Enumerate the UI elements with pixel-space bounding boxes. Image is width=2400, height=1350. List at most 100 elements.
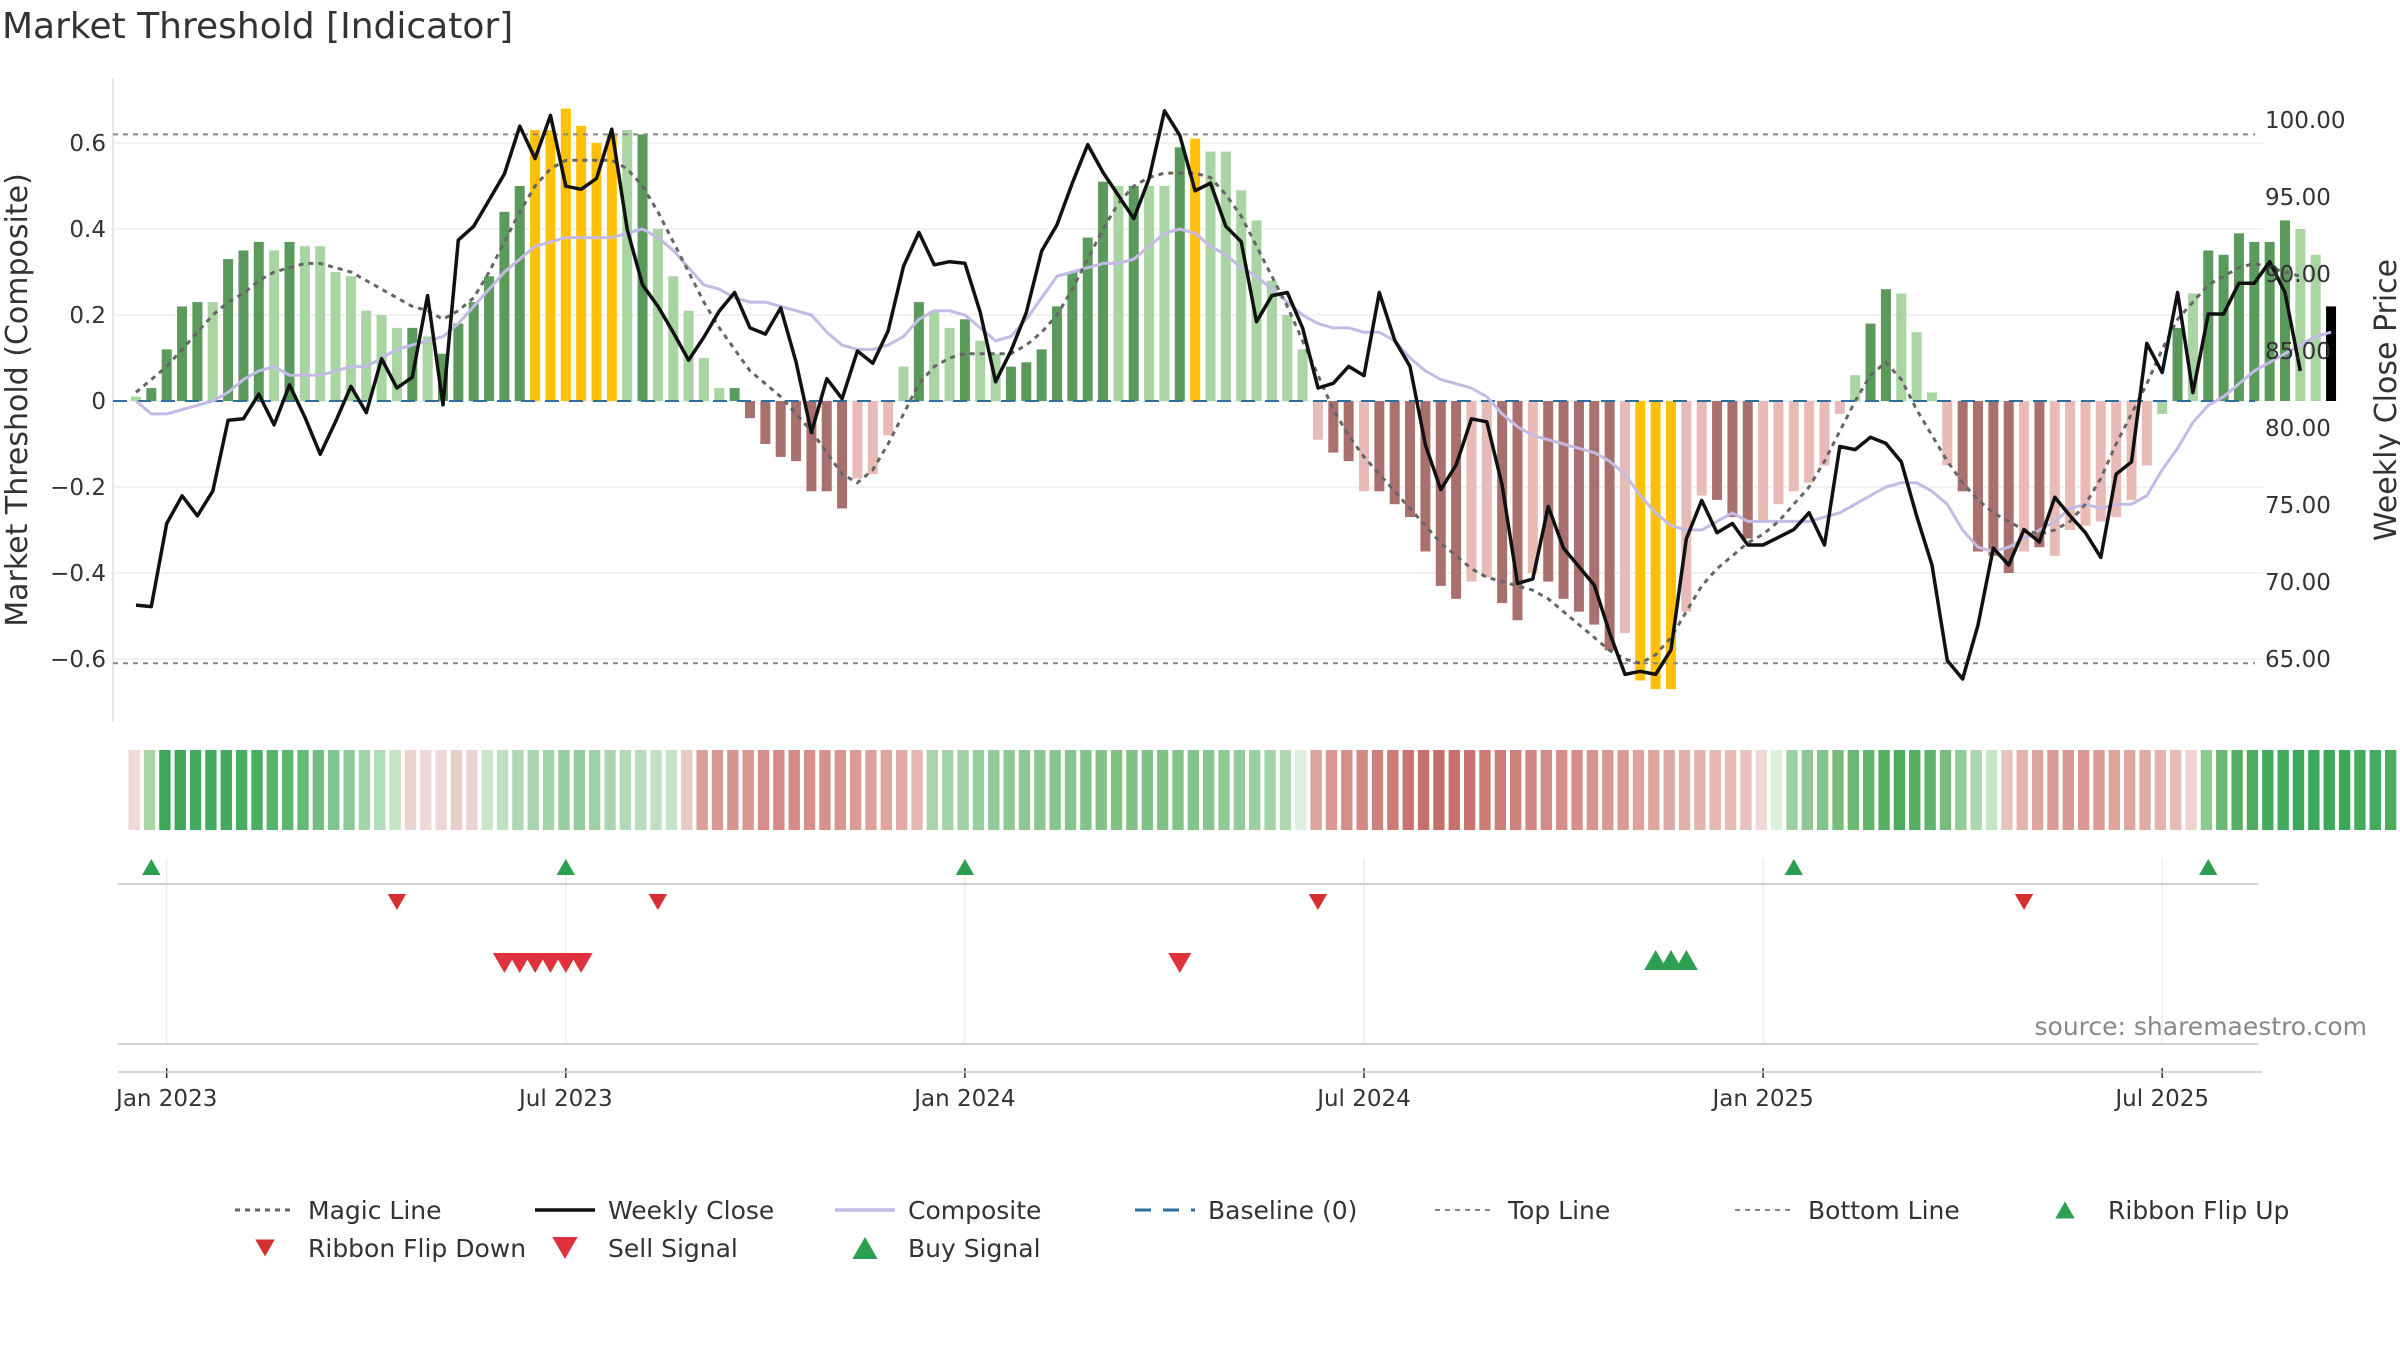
ribbon-cell xyxy=(143,750,156,830)
composite-bar xyxy=(1727,401,1738,518)
composite-bar xyxy=(913,302,924,401)
composite-bar xyxy=(668,276,679,401)
buy-signal-marker xyxy=(1674,950,1698,970)
ribbon-cell xyxy=(1110,750,1123,830)
ribbon-cell xyxy=(957,750,969,830)
composite-bar xyxy=(514,186,525,401)
x-tick-label: Jul 2025 xyxy=(2113,1086,2209,1112)
ribbon-cell xyxy=(2246,750,2259,830)
composite-bar xyxy=(2157,401,2168,414)
ribbon-cell xyxy=(896,750,908,830)
y2-tick-label: 95.00 xyxy=(2265,185,2331,211)
ribbon-cell xyxy=(865,750,877,830)
ribbon-cell xyxy=(159,750,171,830)
legend-swatch xyxy=(852,1237,878,1259)
ribbon-cell xyxy=(1218,750,1230,830)
chart-title: Market Threshold [Indicator] xyxy=(2,6,513,47)
ribbon-cell xyxy=(2170,750,2182,830)
composite-bar xyxy=(1405,401,1416,518)
composite-bar xyxy=(499,211,510,401)
ribbon-cell xyxy=(1617,750,1629,830)
composite-bar xyxy=(1573,401,1584,612)
ribbon-cell xyxy=(297,750,309,830)
composite-bar xyxy=(576,125,587,402)
composite-bar xyxy=(1758,401,1769,522)
composite-bar xyxy=(545,130,556,401)
composite-bar xyxy=(2172,327,2183,401)
composite-bar xyxy=(1804,401,1815,483)
ribbon-flip-down-marker xyxy=(2014,894,2034,910)
y2-tick-label: 100.00 xyxy=(2265,108,2345,134)
legend-item-magic: Magic Line xyxy=(235,1196,442,1225)
ribbon-cell xyxy=(819,750,831,830)
ribbon-cell xyxy=(1955,750,1967,830)
ribbon-cell xyxy=(435,750,447,830)
composite-bar xyxy=(806,401,817,492)
composite-bar xyxy=(1942,401,1953,466)
composite-bar xyxy=(1174,147,1185,401)
composite-bar xyxy=(1052,306,1062,401)
composite-bar xyxy=(867,401,878,475)
ribbon-cell xyxy=(2031,750,2044,830)
legend-label: Baseline (0) xyxy=(1208,1196,1357,1225)
composite-bar xyxy=(315,246,326,401)
ribbon-cell xyxy=(1801,750,1813,830)
x-tick-label: Jan 2024 xyxy=(912,1086,1015,1112)
composite-bar xyxy=(1773,401,1784,505)
ribbon-cell xyxy=(2077,750,2090,830)
composite-bar xyxy=(2034,401,2045,548)
legend-label: Ribbon Flip Down xyxy=(308,1234,526,1263)
x-tick-label: Jul 2023 xyxy=(517,1086,613,1112)
ribbon-cell xyxy=(312,750,325,830)
composite-bar xyxy=(1205,151,1216,401)
x-tick-label: Jan 2025 xyxy=(1710,1086,1813,1112)
composite-bar xyxy=(192,302,203,401)
composite-bar xyxy=(345,276,356,401)
ribbon-cell xyxy=(1786,750,1798,830)
ribbon-cell xyxy=(711,750,724,830)
ribbon-cell xyxy=(2154,750,2167,830)
ribbon-cell xyxy=(834,750,846,830)
composite-bar xyxy=(2310,254,2321,401)
composite-bar xyxy=(1635,401,1646,681)
composite-bar xyxy=(1543,401,1554,582)
ribbon-cell xyxy=(1356,750,1368,830)
ribbon-cell xyxy=(2139,750,2151,830)
composite-bar xyxy=(698,358,709,401)
composite-bar xyxy=(2080,401,2091,526)
legend-item-bottom: Bottom Line xyxy=(1735,1196,1960,1225)
ribbon-cell xyxy=(1341,750,1353,830)
ribbon-cell xyxy=(1648,750,1660,830)
ribbon-cell xyxy=(2200,750,2213,830)
y-tick-label: −0.2 xyxy=(50,475,106,501)
composite-bar xyxy=(2049,401,2060,556)
composite-bar xyxy=(591,143,602,401)
composite-bar xyxy=(1466,401,1477,582)
composite-bar xyxy=(729,388,740,401)
composite-bar xyxy=(1451,401,1462,599)
ribbon-cell xyxy=(604,750,616,830)
y2-axis-ticks: 100.00 95.00 90.00 85.00 80.00 75.00 70.00 65.0… xyxy=(2265,108,2345,673)
ribbon-cell xyxy=(174,750,186,830)
ribbon-flip-up-marker xyxy=(2199,859,2218,875)
ribbon-cell xyxy=(880,750,892,830)
composite-bar xyxy=(2203,250,2214,401)
composite-bar xyxy=(438,353,448,401)
composite-bar xyxy=(1374,401,1385,492)
sell-signal-marker xyxy=(1168,953,1192,973)
composite-bar xyxy=(1558,401,1569,599)
legend-label: Bottom Line xyxy=(1808,1196,1960,1225)
ribbon-cell xyxy=(1924,750,1936,830)
legend-item-sell: Sell Signal xyxy=(552,1234,738,1263)
composite-bar xyxy=(1128,186,1139,401)
ribbon-flip-down-marker xyxy=(648,894,668,910)
composite-bar xyxy=(1973,401,1983,552)
ribbon-flip-up-marker xyxy=(556,859,575,875)
ribbon-cell xyxy=(205,750,217,830)
ribbon-cell xyxy=(926,750,939,830)
ribbon-cell xyxy=(1203,750,1215,830)
ribbon-cell xyxy=(220,750,232,830)
ribbon-cell xyxy=(2384,750,2397,830)
ribbon-cell xyxy=(527,750,539,830)
